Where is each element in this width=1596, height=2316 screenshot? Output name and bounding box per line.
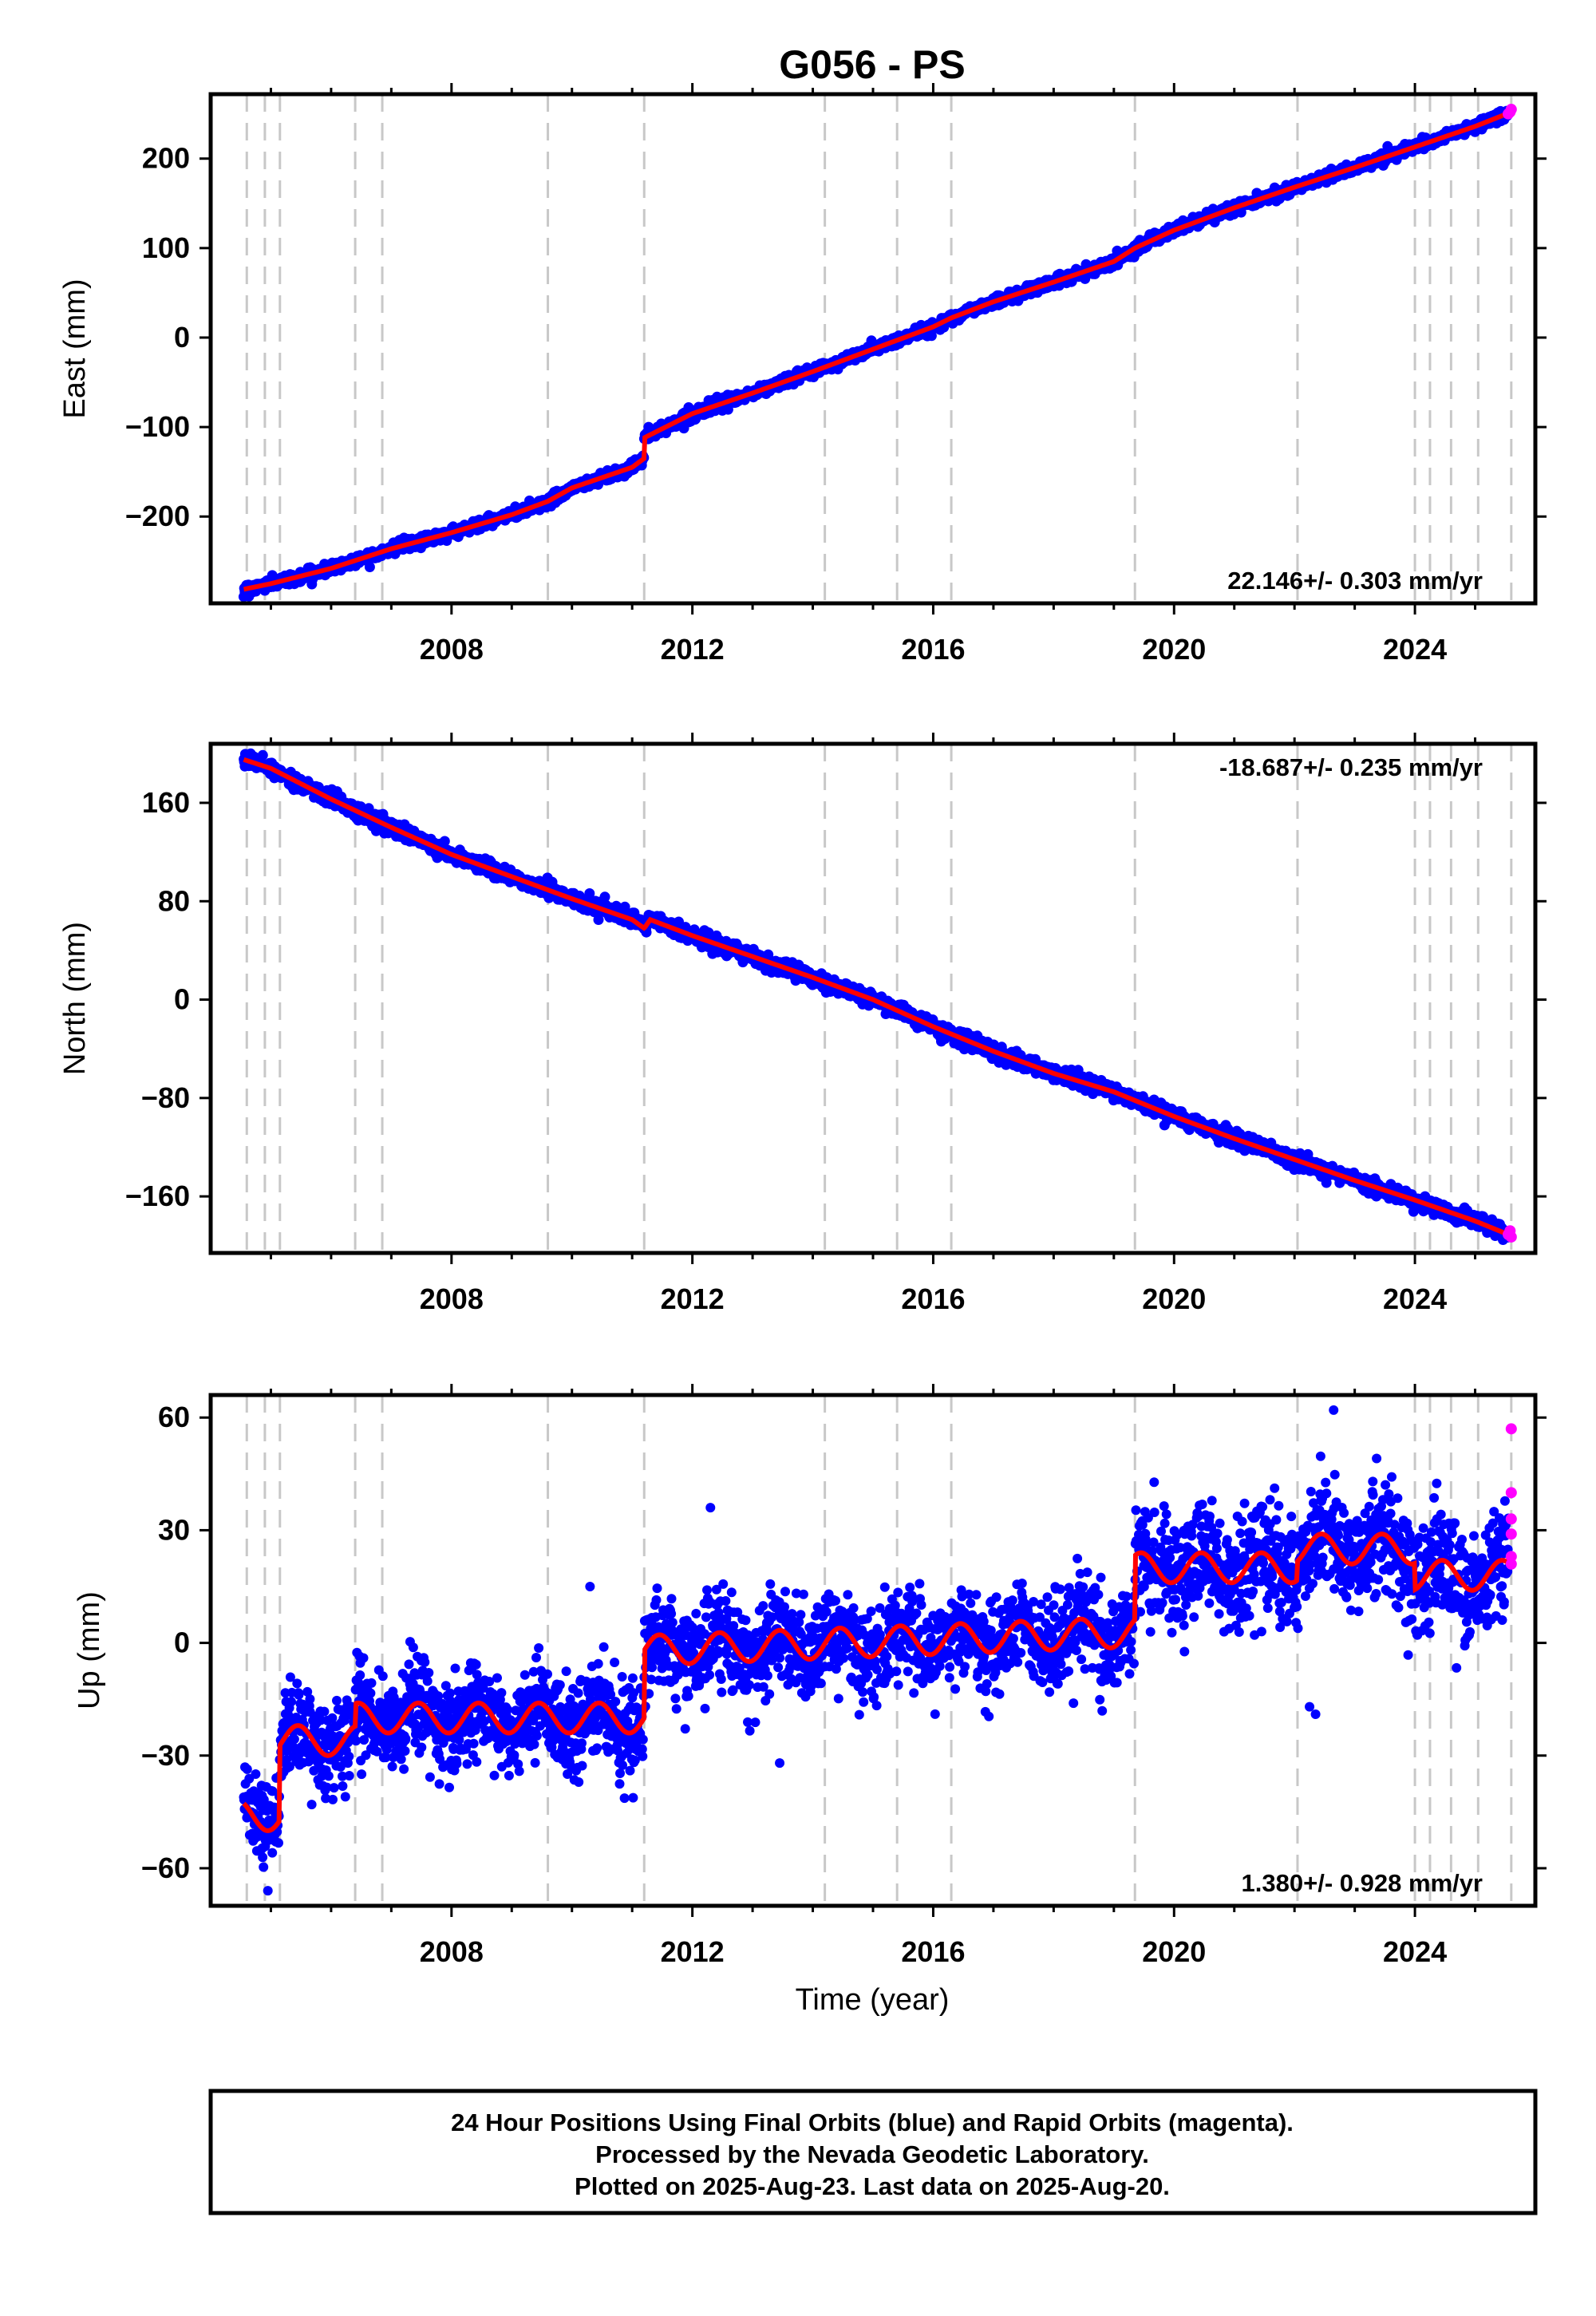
y-tick-label: −160 [125,1180,190,1212]
y-tick-label: −200 [125,500,190,532]
data-point [599,891,610,903]
north-panel: 2008 2012 2016 2020 2024 160 80 0 −80 −160 North (… [58,733,1547,1315]
y-tick-label: 0 [174,983,190,1016]
data-point [364,562,375,572]
plot-content [239,744,1517,1253]
x-tick-label: 2008 [420,1282,484,1315]
rapid-orbit-point [1505,1231,1517,1243]
y-tick-label: 0 [174,321,190,354]
y-tick-label: 100 [142,231,190,264]
y-tick-label: −80 [141,1081,190,1114]
plot-content [239,1395,1517,1906]
rate-label: -18.687+/- 0.235 mm/yr [1219,753,1483,781]
data-point [593,915,604,925]
x-tick-label: 2020 [1142,633,1206,666]
model-fit-line [243,757,1512,1239]
y-tick-label: 200 [142,142,190,175]
plot-content [238,94,1517,603]
x-tick-label: 2008 [420,633,484,666]
x-tick-label: 2024 [1383,633,1447,666]
rate-label: 22.146+/- 0.303 mm/yr [1227,567,1483,595]
rapid-orbit-point [1505,104,1517,116]
x-tick-label: 2012 [661,1282,725,1315]
data-point [926,330,937,342]
y-tick-label: 80 [158,884,190,917]
figure-title: G056 - PS [779,42,965,87]
x-tick-label: 2016 [901,1282,965,1315]
x-tick-label: 2016 [901,633,965,666]
model-fit-line [243,109,1513,592]
data-point [1321,1177,1332,1188]
x-tick-label: 2024 [1383,1282,1447,1315]
x-tick-label: 2012 [661,633,725,666]
data-point [257,749,268,761]
y-tick-label: 160 [142,786,190,819]
x-tick-label: 2020 [1142,1282,1206,1315]
y-axis-label: North (mm) [58,922,92,1075]
y-axis-label: East (mm) [58,279,92,418]
y-tick-label: −100 [125,410,190,443]
data-point [439,836,450,847]
east-panel: 2008 2012 2016 2020 2024 200 100 0 −100 −200 East … [58,83,1547,666]
